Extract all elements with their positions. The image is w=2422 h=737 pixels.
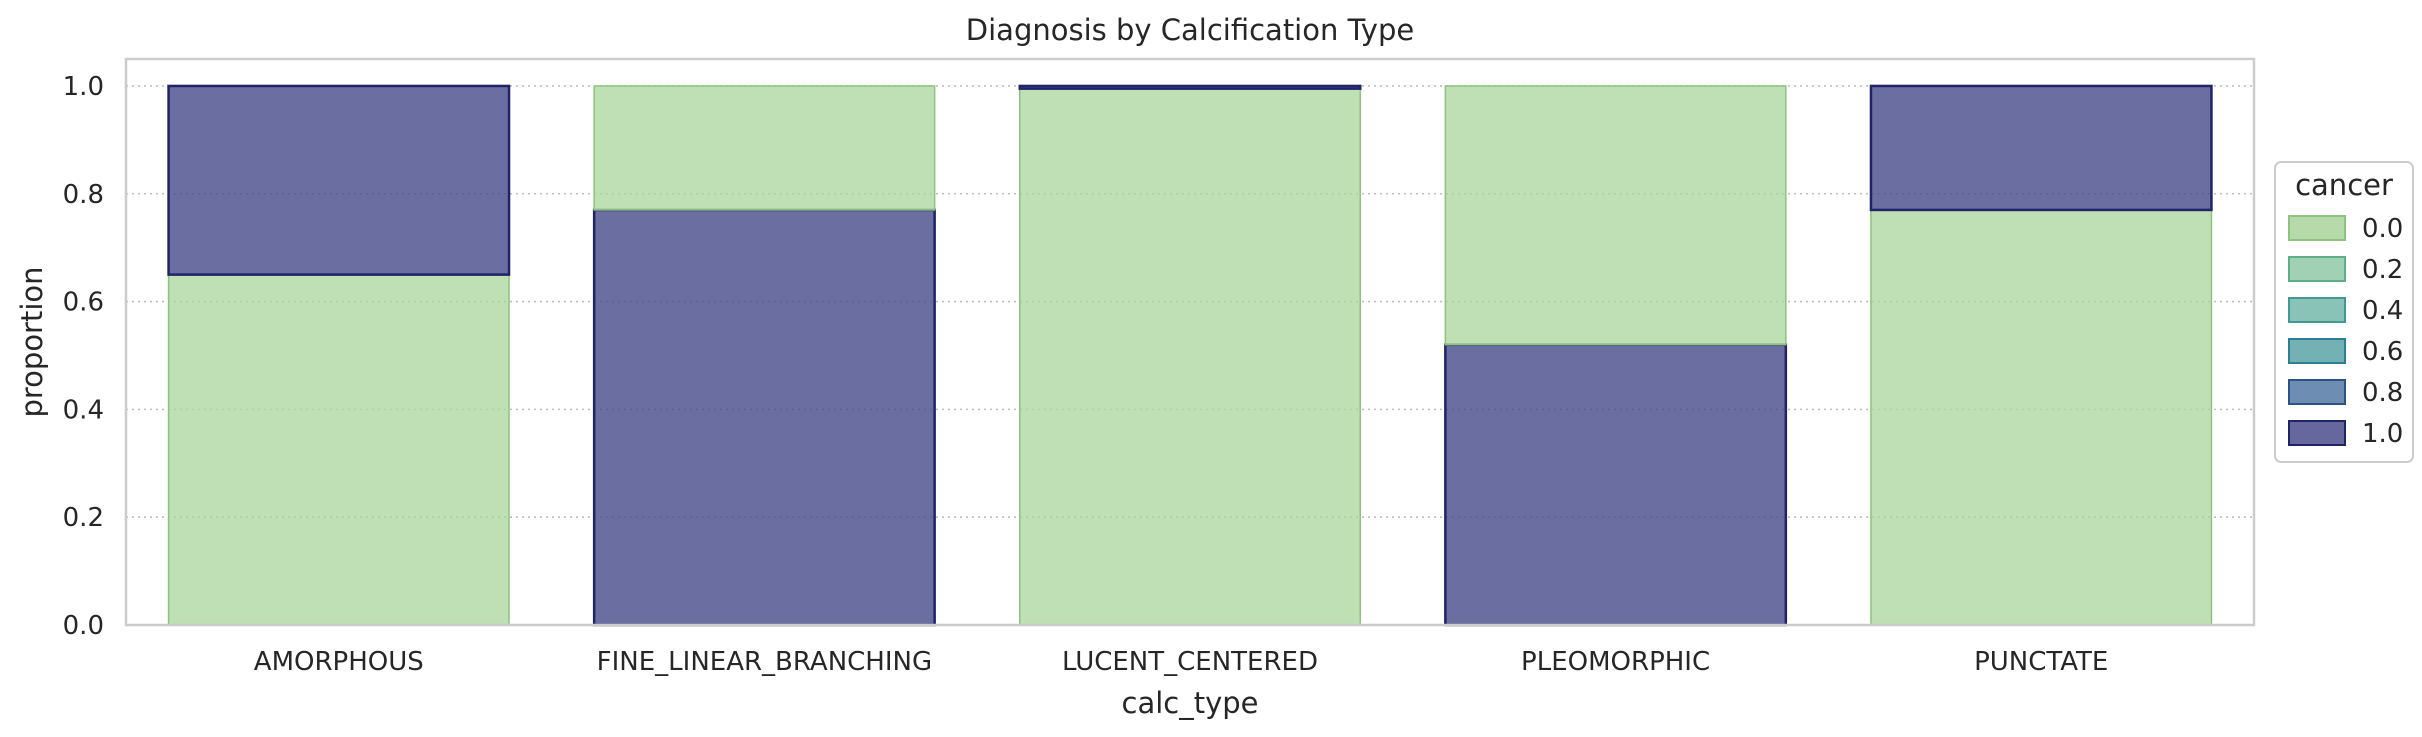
y-axis-title: proportion [15,266,49,417]
y-tick-label: 0.4 [63,395,104,425]
y-axis: 0.0 0.2 0.4 0.6 0.8 1.0 [63,72,104,641]
bars [167,84,2213,627]
legend-label: 0.0 [2362,214,2403,244]
y-tick-label: 0.2 [63,503,104,533]
bar-amorphous-cancer-1-0 [167,84,511,276]
legend-swatch [2288,215,2346,241]
x-tick-label: FINE_LINEAR_BRANCHING [597,647,932,677]
legend-swatch [2288,338,2346,364]
x-tick-label: LUCENT_CENTERED [1062,647,1318,677]
legend-swatch [2288,379,2346,405]
legend-label: 0.6 [2362,337,2403,367]
y-tick-label: 1.0 [63,72,104,102]
legend-swatch [2288,256,2346,282]
bar-lucent-centered-cancer-0-0 [1019,87,1361,626]
legend-swatch [2288,420,2346,446]
x-tick-label: PLEOMORPHIC [1521,647,1710,677]
bar-amorphous-cancer-0-0 [167,273,510,626]
y-tick-label: 0.8 [63,180,104,210]
chart-title: Diagnosis by Calcification Type [966,13,1414,47]
bar-punctate-cancer-1-0 [1869,84,2213,212]
bar-fine-linear-branching-cancer-0-0 [593,85,936,211]
legend-swatch [2288,297,2346,323]
legend: cancer 0.0 0.2 0.4 0.6 0.8 1.0 [2274,161,2414,463]
legend-label: 0.4 [2362,296,2403,326]
legend-label: 1.0 [2362,419,2403,449]
x-axis-title: calc_type [1122,686,1259,720]
plot-frame [124,57,2256,627]
bar-punctate-cancer-0-0 [1870,209,2213,626]
x-tick-label: AMORPHOUS [254,647,424,677]
x-axis: AMORPHOUS FINE_LINEAR_BRANCHING LUCENT_CEN… [254,647,2109,677]
bar-pleomorphic-cancer-0-0 [1444,85,1787,346]
bar-lucent-centered-cancer-1-0 [1018,84,1362,90]
y-tick-label: 0.0 [63,611,104,641]
legend-label: 0.8 [2362,378,2403,408]
y-tick-label: 0.6 [63,288,104,318]
x-tick-label: PUNCTATE [1974,647,2108,677]
bar-pleomorphic-cancer-1-0 [1444,343,1788,627]
bar-fine-linear-branching-cancer-1-0 [592,208,936,627]
legend-label: 0.2 [2362,255,2403,285]
legend-title: cancer [2295,168,2393,202]
